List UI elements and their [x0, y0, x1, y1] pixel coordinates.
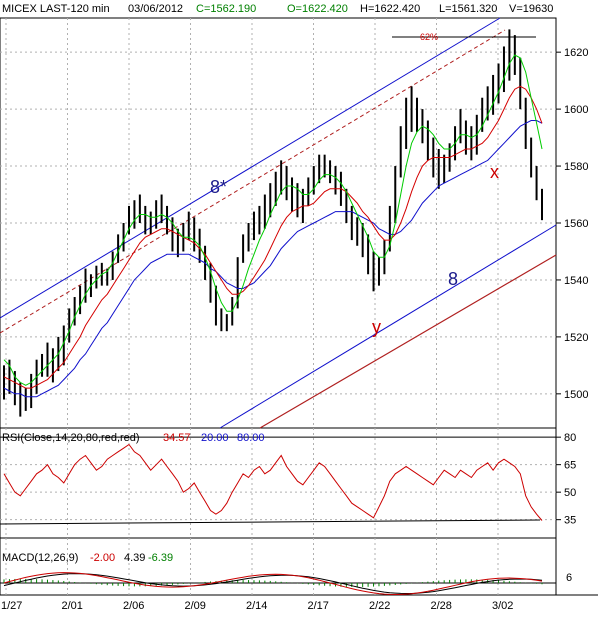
- header-high: H=1622.420: [360, 3, 420, 15]
- price-tick-label: 1540: [564, 275, 588, 287]
- macd-line: [3, 572, 543, 596]
- ma-fast-line: [3, 54, 543, 386]
- x-tick-label: 2/28: [431, 600, 452, 612]
- x-tick-label: 2/06: [123, 600, 144, 612]
- x-tick-label: 3/02: [492, 600, 513, 612]
- rsi-tick-label: 50: [564, 487, 576, 499]
- x-tick-label: 1/27: [1, 600, 22, 612]
- channel-mid-dashed-line: [0, 29, 506, 334]
- macd-series: [0, 572, 556, 596]
- rsi-value: 34.57: [163, 432, 191, 444]
- grid-lines: [0, 18, 556, 595]
- macd-value: -2.00: [90, 552, 115, 564]
- macd-label: MACD(12,26,9): [2, 552, 78, 564]
- wave-label-8: 8: [448, 269, 458, 289]
- channel-red-line: [259, 254, 557, 429]
- fib-label: 62%: [420, 32, 438, 42]
- header-close: C=1562.190: [196, 3, 256, 15]
- header-symbol: MICEX LAST-120 min: [2, 3, 110, 15]
- price-panel-frame: [0, 17, 557, 429]
- rsi-tick-label: 65: [564, 460, 576, 472]
- rsi-tick-label: 80: [564, 432, 576, 444]
- header-open: O=1622.420: [287, 3, 348, 15]
- macd-signal: 4.39: [124, 552, 145, 564]
- y-tick-labels: 1500 1520 1540 1560 1580 1600 1620 35 50 65 80: [556, 47, 588, 527]
- header-date: 03/06/2012: [128, 3, 183, 15]
- channel-upper-line: [0, 17, 501, 319]
- rsi-series: [3, 443, 543, 521]
- header-low: L=1561.320: [439, 3, 497, 15]
- x-tick-label: 2/17: [308, 600, 329, 612]
- rsi-tick-label: 35: [564, 515, 576, 527]
- x-tick-label: 2/22: [369, 600, 390, 612]
- trend-channels: [0, 17, 557, 525]
- rsi-line: [3, 443, 543, 521]
- x-tick-label: 2/09: [185, 600, 206, 612]
- rsi-label: RSI(Close,14,20,80,red,red): [2, 432, 140, 444]
- wave-label-8-star: 8*: [210, 177, 227, 197]
- ma-mid-line: [3, 85, 543, 389]
- moving-averages: [3, 54, 543, 398]
- ma-slow-line: [3, 120, 543, 398]
- wave-label-y: y: [372, 317, 381, 337]
- price-tick-label: 1580: [564, 161, 588, 173]
- macd-panel-frame: [0, 537, 557, 596]
- macd-y-tick: 6: [566, 572, 572, 584]
- channel-lower-line: [219, 224, 557, 429]
- price-tick-label: 1500: [564, 389, 588, 401]
- macd-signal-line: [3, 573, 543, 594]
- macd-hist: -6.39: [148, 552, 173, 564]
- price-tick-label: 1600: [564, 104, 588, 116]
- price-tick-label: 1520: [564, 332, 588, 344]
- price-tick-label: 1560: [564, 218, 588, 230]
- rsi-low-level: 20.00: [201, 432, 229, 444]
- rsi-trend-line: [0, 519, 541, 525]
- x-tick-label: 2/01: [62, 600, 83, 612]
- rsi-high-level: 80.00: [237, 432, 265, 444]
- header-volume: V=19630: [509, 3, 553, 15]
- x-tick-labels: 1/27 2/01 2/06 2/09 2/14 2/17 2/22 2/28 3/02: [1, 600, 513, 612]
- x-tick-label: 2/14: [246, 600, 267, 612]
- price-tick-label: 1620: [564, 47, 588, 59]
- wave-label-x: x: [490, 162, 499, 182]
